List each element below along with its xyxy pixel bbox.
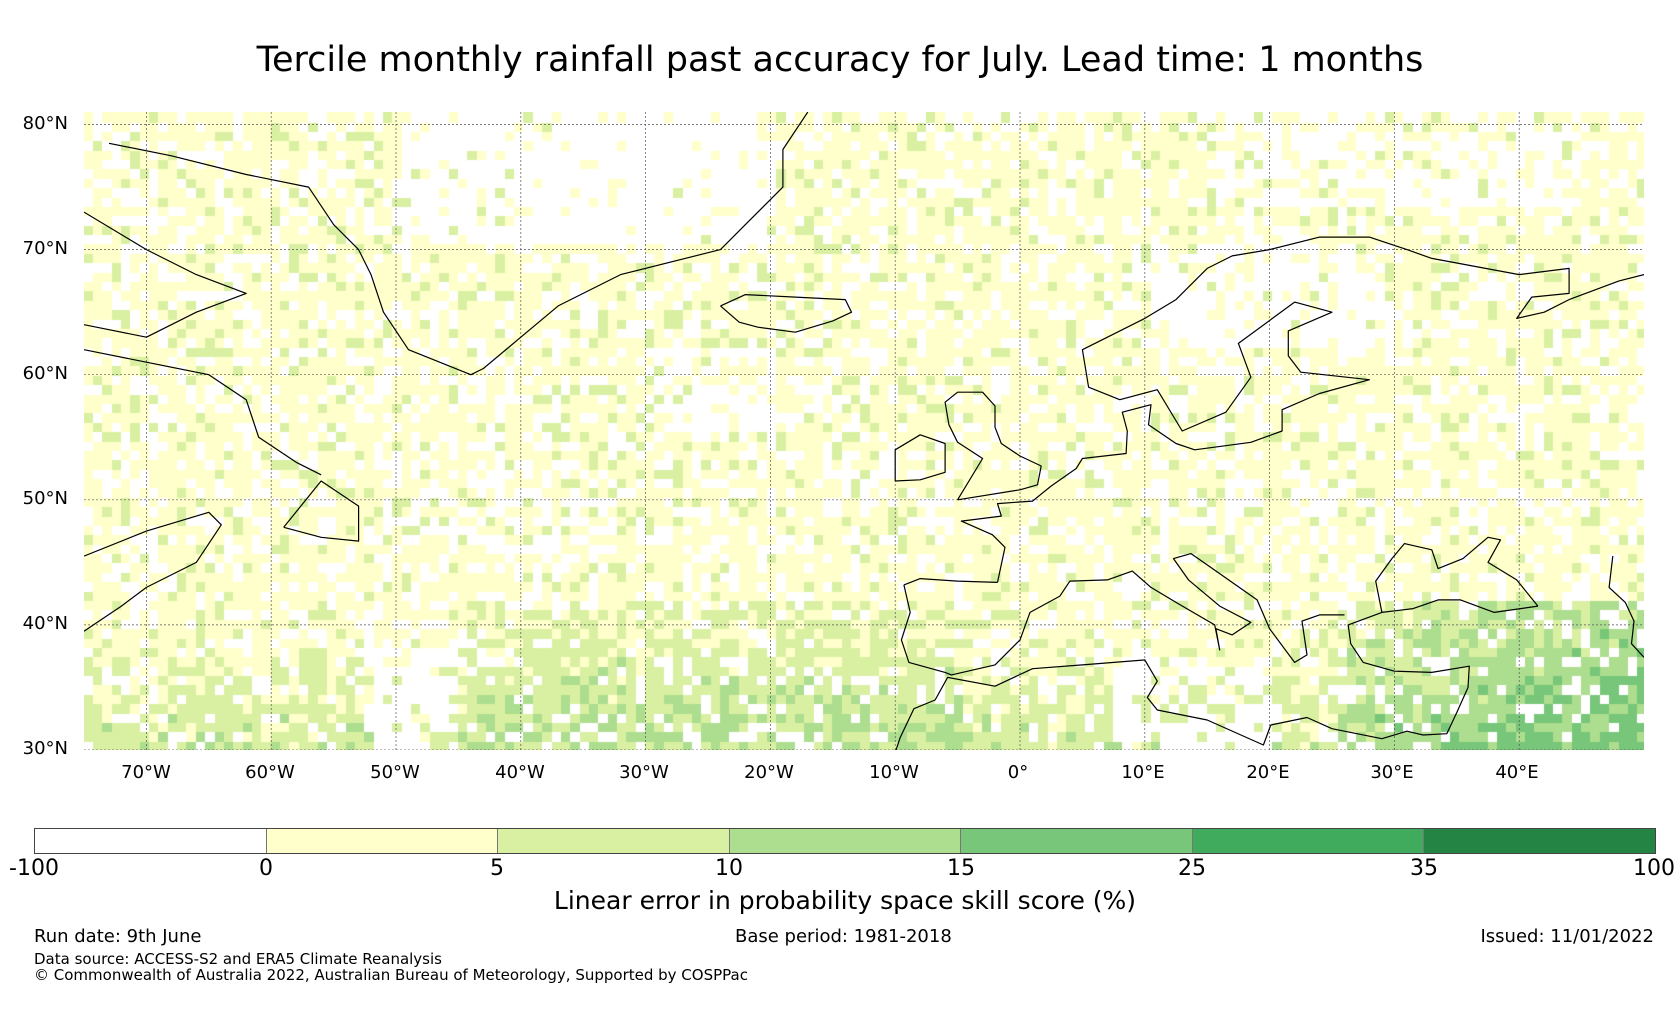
colorbar-tick-0: 0: [259, 856, 273, 881]
lat-label-80n: 80°N: [22, 113, 68, 134]
lon-label-30e: 30°E: [1370, 762, 1414, 783]
biscay-coast: [960, 236, 1644, 583]
data-source: Data source: ACCESS-S2 and ERA5 Climate …: [34, 950, 442, 968]
colorbar-segment-4: [729, 829, 962, 853]
colorbar-tick-5: 5: [490, 856, 504, 881]
black-sea-north: [1375, 536, 1539, 613]
lon-label-0: 0°: [1007, 762, 1029, 783]
lat-label-50n: 50°N: [22, 488, 68, 509]
lon-label-30w: 30°W: [619, 762, 669, 783]
colorbar-segment-7: [1424, 829, 1656, 853]
greenland-coast: [108, 112, 809, 376]
lon-label-10w: 10°W: [869, 762, 919, 783]
colorbar-segment-1: [35, 829, 267, 853]
colorbar-tick-10: 10: [715, 856, 743, 881]
colorbar-segment-6: [1192, 829, 1425, 853]
skill-score-grid: [84, 112, 1644, 750]
lon-label-50w: 50°W: [370, 762, 420, 783]
baffin-coast: [84, 211, 247, 338]
colorbar-tick-35: 35: [1410, 856, 1438, 881]
colorbar-segment-2: [266, 829, 499, 853]
copyright-notice: © Commonwealth of Australia 2022, Austra…: [34, 966, 748, 984]
caspian-west: [1608, 556, 1644, 658]
britain-coast: [944, 391, 1042, 501]
lat-label-70n: 70°N: [22, 238, 68, 259]
ireland-coast: [894, 434, 946, 482]
lat-label-40n: 40°N: [22, 613, 68, 634]
base-period: Base period: 1981-2018: [735, 926, 952, 947]
map-title: Tercile monthly rainfall past accuracy f…: [256, 40, 1424, 80]
europe-atlantic-coast: [900, 553, 1345, 676]
map-overlay: [84, 112, 1644, 750]
lon-label-20e: 20°E: [1246, 762, 1290, 783]
lon-label-10e: 10°E: [1121, 762, 1165, 783]
colorbar-segment-3: [498, 829, 730, 853]
colorbar-tick-neg100: -100: [9, 856, 59, 881]
lon-label-70w: 70°W: [121, 762, 171, 783]
colorbar-tick-25: 25: [1178, 856, 1206, 881]
africa-north-coast: [895, 599, 1538, 750]
skill-score-map: [84, 112, 1644, 750]
lon-label-40w: 40°W: [495, 762, 545, 783]
labrador-coast: [84, 349, 322, 476]
newfoundland-coast: [283, 480, 360, 542]
run-date: Run date: 9th June: [34, 926, 202, 947]
issued-date: Issued: 11/01/2022: [1480, 926, 1654, 947]
lat-label-60n: 60°N: [22, 363, 68, 384]
lon-label-20w: 20°W: [744, 762, 794, 783]
colorbar: [34, 828, 1656, 854]
colorbar-label: Linear error in probability space skill …: [553, 886, 1137, 915]
lat-label-30n: 30°N: [22, 738, 68, 759]
lon-label-60w: 60°W: [245, 762, 295, 783]
spain-north-coast: [903, 578, 998, 586]
colorbar-tick-15: 15: [947, 856, 975, 881]
iceland-coast: [720, 294, 853, 333]
colorbar-tick-100: 100: [1633, 856, 1675, 881]
canada-east-coast: [84, 511, 222, 632]
lon-label-40e: 40°E: [1495, 762, 1539, 783]
colorbar-segment-5: [961, 829, 1193, 853]
